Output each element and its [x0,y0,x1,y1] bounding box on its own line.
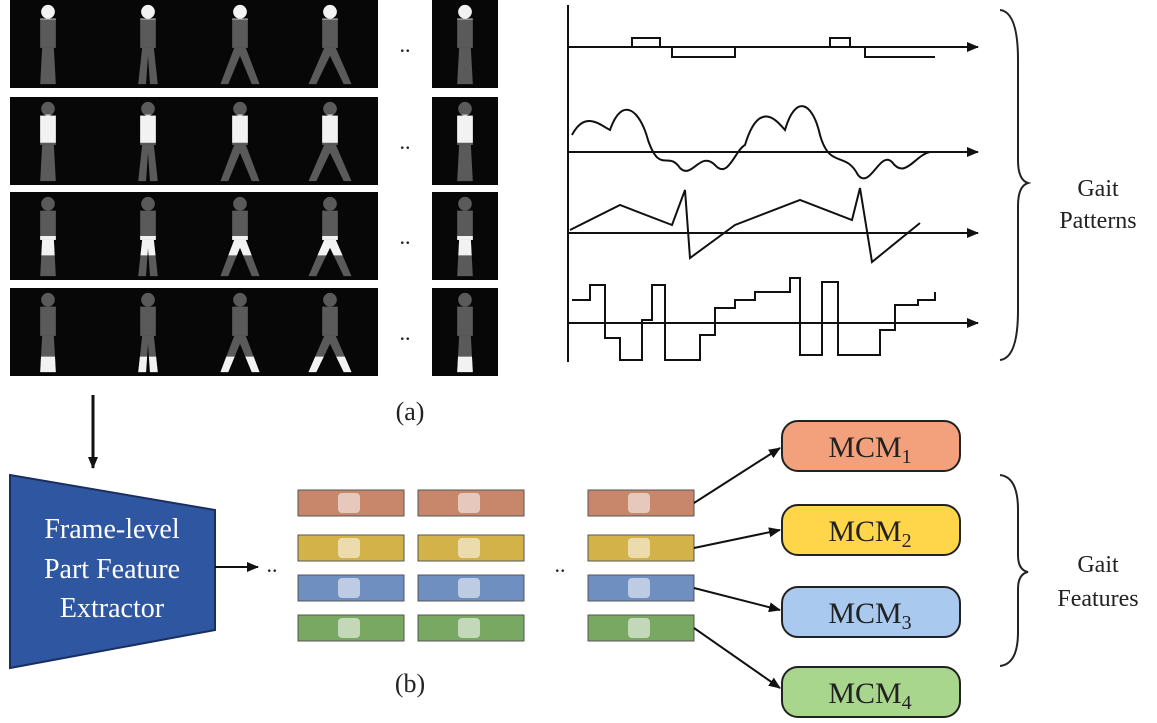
arrow [694,448,780,503]
figure-head [233,293,247,307]
figure-torso [232,307,248,336]
ellipsis: .. [267,552,278,577]
figure-head [458,197,472,211]
figure-torso [140,307,156,336]
module-index: 3 [902,612,912,634]
figure-head [323,197,337,211]
feature-silhouette [458,493,480,513]
figure-torso [40,307,56,336]
figure-torso [232,19,248,48]
extractor-text: Frame-level [44,514,179,545]
silhouette-frames: ........ [10,0,498,376]
figure-torso [232,211,248,240]
feature-silhouette [338,538,360,558]
wave [572,106,930,178]
figure-head [233,102,247,116]
module-index: 4 [902,692,912,714]
module-index: 2 [902,530,912,552]
extractor-text: Part Feature [44,554,180,585]
brace-label: Gait [1077,552,1119,578]
figure-head [141,293,155,307]
figure-torso [40,116,56,145]
figure-torso [457,116,473,145]
brace [1000,475,1028,666]
module-name: MCM [828,677,901,710]
arrow [694,588,780,610]
figure-head [141,5,155,19]
feature-silhouette [338,618,360,638]
module-label: MCM1 [828,431,911,468]
figure-head [41,5,55,19]
feature-strips [298,490,694,641]
feature-silhouette [628,618,650,638]
figure-legs [40,48,56,84]
figure-torso [140,19,156,48]
module-label: MCM3 [828,597,911,634]
wave [572,278,935,360]
feature-silhouette [628,538,650,558]
figure-torso [40,19,56,48]
panel-label: (a) [396,397,425,426]
module-label: MCM2 [828,515,911,552]
figure-head [323,5,337,19]
diagram: ........ Gait Patterns (a) Frame-level P… [0,0,1157,723]
connectors [694,448,780,688]
brace-label: Features [1057,586,1138,612]
figure-torso [457,19,473,48]
feature-silhouette [458,538,480,558]
figure-head [323,293,337,307]
ellipsis: .. [400,224,411,249]
brace [1000,10,1028,360]
figure-torso [322,116,338,145]
figure-head [458,293,472,307]
figure-head [141,197,155,211]
figure-legs [457,145,473,181]
figure-torso [40,211,56,240]
waveforms [568,5,978,362]
extractor-text: Extractor [60,593,165,624]
feature-silhouette [458,618,480,638]
figure-torso [140,211,156,240]
module-name: MCM [828,515,901,548]
brace-label: Gait [1077,176,1119,202]
ellipsis: .. [400,32,411,57]
figure-head [41,293,55,307]
figure-torso [140,116,156,145]
wave [570,188,920,262]
module-label: MCM4 [828,677,911,714]
module-name: MCM [828,597,901,630]
figure-head [323,102,337,116]
brace-label: Patterns [1059,208,1136,234]
figure-torso [322,307,338,336]
figure-head [233,5,247,19]
feature-silhouette [458,578,480,598]
figure-torso [457,211,473,240]
figure-torso [322,211,338,240]
figure-legs [40,145,56,181]
panel-label: (b) [395,669,425,698]
figure-legs [457,48,473,84]
arrow [694,628,780,688]
ellipsis: .. [555,552,566,577]
feature-silhouette [338,493,360,513]
figure-torso [457,307,473,336]
feature-silhouette [338,578,360,598]
arrow [694,530,780,548]
figure-head [41,102,55,116]
ellipsis: .. [400,320,411,345]
figure-head [141,102,155,116]
figure-head [41,197,55,211]
figure-head [233,197,247,211]
module-index: 1 [902,446,912,468]
figure-head [458,5,472,19]
module-name: MCM [828,431,901,464]
figure-torso [322,19,338,48]
feature-silhouette [628,493,650,513]
figure-head [458,102,472,116]
figure-torso [232,116,248,145]
ellipsis: .. [400,129,411,154]
feature-silhouette [628,578,650,598]
